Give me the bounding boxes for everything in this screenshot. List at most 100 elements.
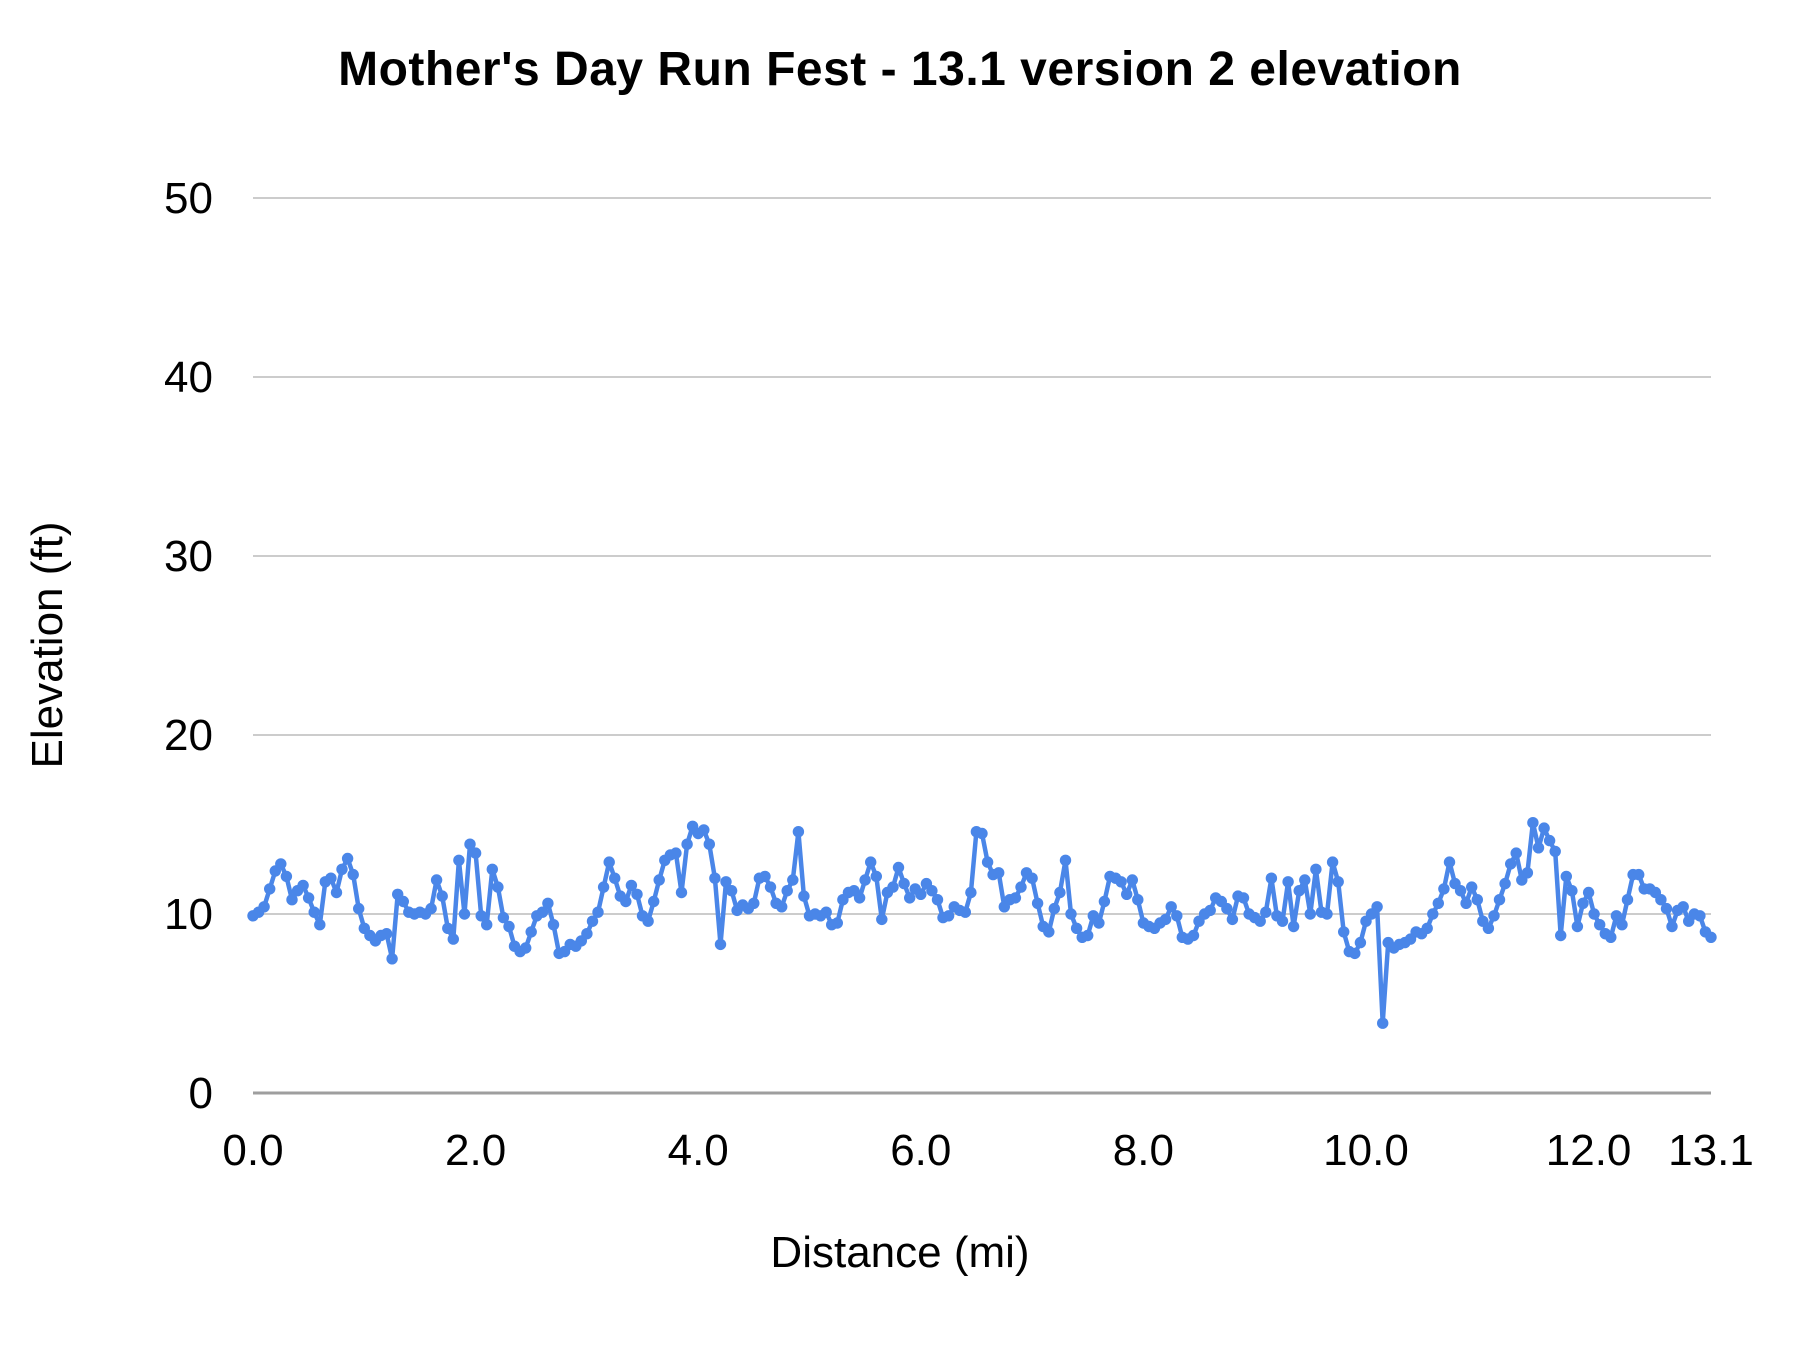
data-point-marker [1521, 867, 1534, 879]
data-point-marker [625, 879, 638, 892]
data-point-marker [1159, 913, 1172, 926]
data-point-marker [631, 888, 643, 900]
data-point-marker [876, 913, 888, 926]
data-point-marker [1031, 897, 1044, 909]
data-point-marker [430, 874, 443, 886]
data-point-marker [1048, 902, 1061, 915]
x-tick-label: 4.0 [668, 1126, 729, 1175]
y-tick-label: 20 [164, 711, 213, 760]
data-point-marker [1660, 902, 1673, 915]
data-point-marker [1126, 874, 1139, 886]
data-point-marker [1421, 922, 1433, 934]
data-point-marker [1221, 902, 1233, 915]
data-point-marker [280, 870, 293, 883]
data-point-marker [1543, 834, 1556, 847]
y-tick-label: 10 [164, 890, 213, 939]
data-point-marker [1098, 895, 1111, 908]
data-point-marker [1582, 886, 1595, 899]
data-point-marker [1065, 908, 1077, 920]
data-point-marker [1338, 926, 1350, 938]
data-point-marker [330, 886, 343, 899]
data-point-marker [1015, 881, 1027, 893]
data-point-marker [1059, 854, 1072, 866]
data-point-marker [698, 824, 710, 836]
data-point-marker [603, 856, 615, 868]
data-point-marker [1287, 920, 1300, 933]
data-point-marker [547, 919, 560, 931]
data-point-marker [831, 917, 843, 929]
data-point-marker [1560, 870, 1573, 883]
data-point-marker [714, 938, 727, 951]
data-point-marker [820, 906, 832, 918]
data-point-marker [798, 890, 810, 902]
data-point-marker [709, 872, 721, 884]
data-point-marker [1454, 885, 1467, 897]
data-point-marker [1499, 877, 1511, 890]
data-point-marker [1265, 872, 1278, 884]
data-point-marker [464, 838, 476, 850]
data-point-marker [302, 892, 315, 904]
data-point-marker [1349, 947, 1361, 960]
data-point-marker [586, 915, 599, 927]
data-point-marker [536, 906, 549, 918]
data-point-marker [1555, 929, 1567, 942]
data-point-marker [642, 915, 654, 927]
data-point-marker [1694, 910, 1706, 922]
data-point-marker [1471, 894, 1484, 906]
data-point-marker [859, 874, 871, 886]
x-tick-label: 12.0 [1546, 1126, 1632, 1175]
data-point-marker [759, 870, 771, 883]
data-point-marker [1532, 842, 1545, 854]
data-point-marker [453, 854, 465, 866]
data-point-marker [1310, 863, 1322, 875]
y-tick-label: 30 [164, 532, 213, 581]
data-point-marker [1237, 892, 1250, 904]
data-point-marker [258, 901, 270, 913]
data-point-marker [297, 879, 309, 892]
data-point-marker [993, 867, 1005, 879]
data-point-marker [1493, 894, 1506, 906]
y-tick-label: 0 [189, 1069, 213, 1118]
data-point-marker [1276, 915, 1289, 927]
data-point-marker [703, 838, 715, 850]
data-point-marker [648, 895, 660, 908]
data-point-marker [898, 877, 910, 890]
data-point-marker [965, 886, 977, 899]
data-point-marker [959, 906, 971, 918]
data-point-marker [1371, 901, 1383, 913]
data-point-marker [341, 852, 354, 865]
data-point-marker [1377, 1017, 1389, 1029]
data-point-marker [787, 874, 799, 886]
data-point-marker [1443, 856, 1456, 868]
data-point-marker [520, 942, 532, 954]
data-point-marker [597, 881, 610, 893]
data-point-marker [931, 894, 944, 906]
data-point-marker [1610, 910, 1623, 922]
data-point-marker [1633, 868, 1645, 881]
data-point-marker [325, 872, 337, 884]
data-point-marker [725, 885, 738, 897]
data-point-marker [976, 827, 988, 840]
data-point-marker [1093, 917, 1105, 929]
data-point-marker [397, 895, 409, 908]
data-point-marker [670, 847, 682, 859]
data-point-marker [447, 933, 459, 945]
data-point-marker [286, 894, 298, 906]
y-tick-label: 50 [164, 174, 213, 223]
data-point-marker [1054, 886, 1066, 899]
data-point-marker [542, 897, 554, 909]
data-point-marker [1070, 922, 1083, 934]
data-point-marker [764, 881, 777, 893]
data-point-marker [425, 902, 437, 915]
data-point-marker [720, 876, 732, 888]
data-point-marker [926, 885, 938, 897]
y-tick-label: 40 [164, 353, 213, 402]
data-point-marker [1187, 929, 1200, 942]
data-point-marker [1226, 913, 1239, 926]
data-point-marker [748, 897, 760, 909]
data-point-marker [1115, 876, 1127, 888]
data-point-marker [481, 919, 493, 931]
data-point-marker [458, 908, 471, 920]
x-tick-label: 6.0 [890, 1126, 951, 1175]
